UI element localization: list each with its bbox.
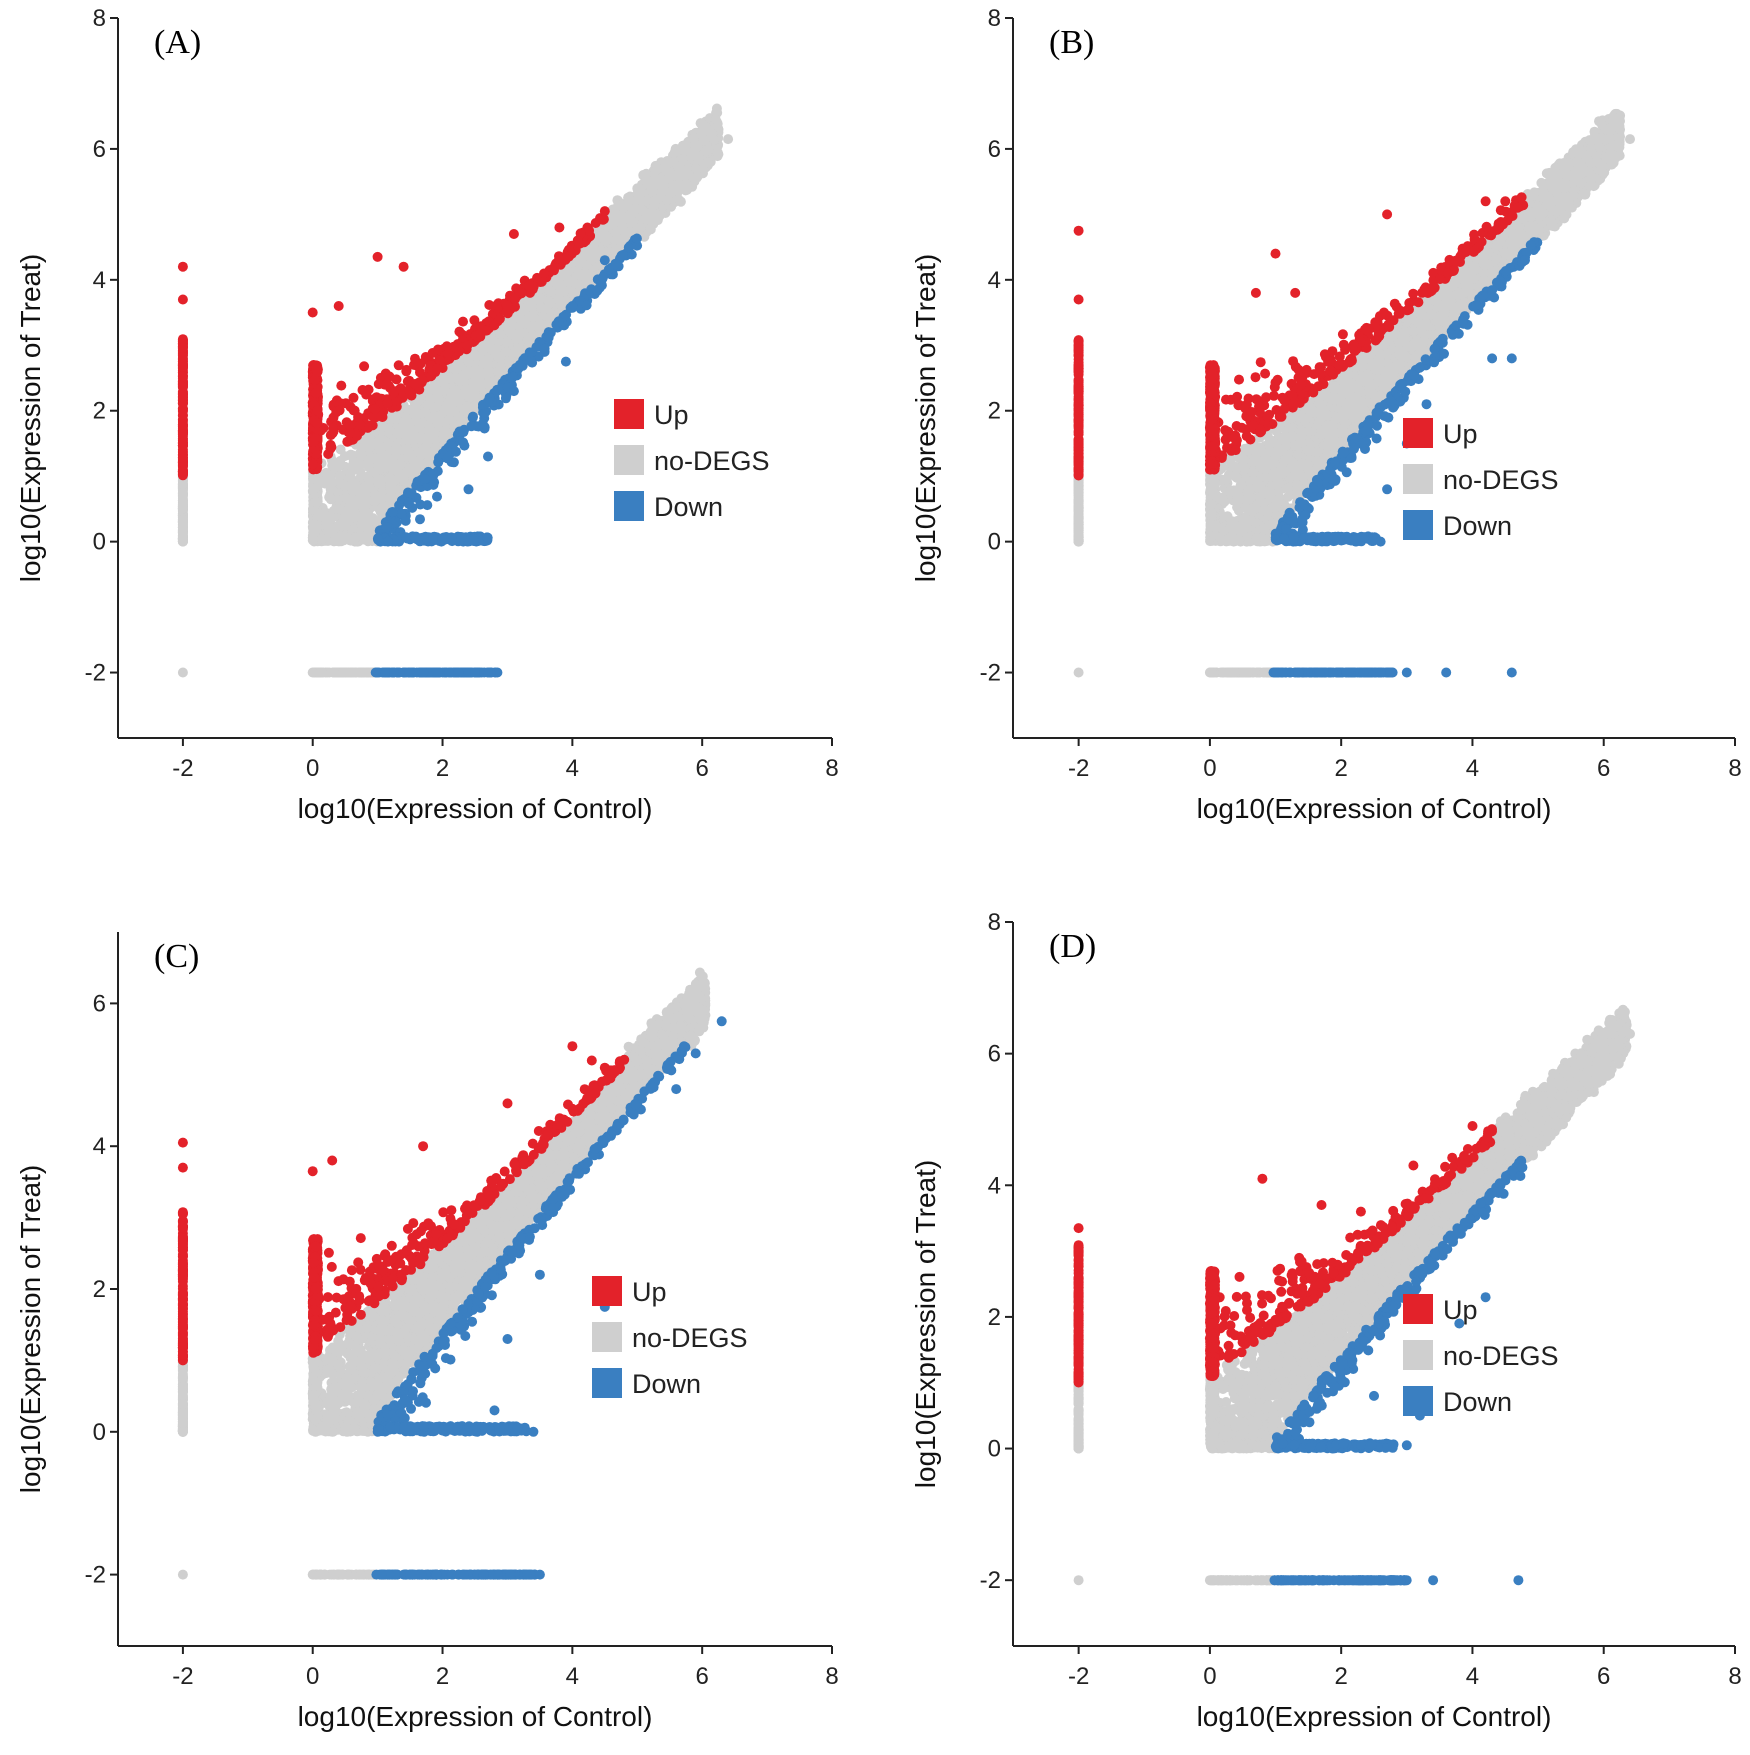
point-none <box>635 222 646 233</box>
point-none <box>591 246 602 257</box>
chart-panel-a: -2 0 2 4 6 8 -2 0 2 4 6 8 log10(Expression of Contro… <box>0 0 875 860</box>
point-none <box>361 518 372 529</box>
point-none <box>333 520 344 531</box>
point-none <box>484 365 495 376</box>
point-none <box>438 385 449 396</box>
point-none <box>473 366 484 377</box>
point-none <box>410 462 421 473</box>
point-none <box>617 224 628 235</box>
point-none <box>404 419 415 430</box>
point-none <box>394 429 405 440</box>
point-none <box>325 514 336 524</box>
point-none <box>501 346 512 357</box>
point-none <box>325 494 336 505</box>
point-none <box>647 186 658 197</box>
point-none <box>688 147 699 158</box>
point-none <box>323 477 333 488</box>
point-none <box>377 421 388 432</box>
point-none <box>394 458 405 469</box>
point-none <box>454 376 465 387</box>
point-none <box>555 299 566 310</box>
point-none <box>640 175 651 186</box>
point-none <box>309 483 320 494</box>
point-none <box>483 353 494 364</box>
point-none <box>428 433 439 444</box>
point-none <box>490 344 501 355</box>
point-none <box>546 286 557 297</box>
point-none <box>528 312 539 323</box>
point-none <box>353 486 364 496</box>
point-none <box>474 375 485 385</box>
point-none <box>705 127 716 138</box>
point-none <box>535 302 546 313</box>
point-none <box>376 475 387 486</box>
point-none <box>366 438 377 449</box>
point-none <box>522 334 533 345</box>
point-none <box>464 392 475 403</box>
point-none <box>403 435 414 446</box>
point-none <box>388 476 399 487</box>
point-none <box>710 114 721 125</box>
point-none <box>495 329 506 340</box>
point-none <box>446 402 457 413</box>
point-none <box>702 157 713 168</box>
point-none <box>341 492 352 503</box>
point-none <box>345 472 356 483</box>
point-none <box>377 492 387 503</box>
point-none <box>444 414 455 425</box>
point-none <box>524 301 535 311</box>
point-none <box>646 206 657 217</box>
point-none <box>353 498 363 508</box>
point-none <box>420 406 431 417</box>
point-none <box>505 326 516 337</box>
point-none <box>391 443 402 454</box>
point-none <box>613 235 624 245</box>
point-none <box>545 298 556 309</box>
point-none <box>638 206 649 216</box>
point-none <box>335 444 346 455</box>
data-points <box>177 103 734 678</box>
point-none <box>656 188 666 198</box>
point-none <box>407 405 418 416</box>
point-none <box>414 422 425 433</box>
point-none <box>564 277 574 288</box>
point-none <box>672 180 683 191</box>
point-none <box>669 147 680 158</box>
point-none <box>446 373 457 384</box>
point-none <box>675 166 685 177</box>
point-none <box>311 497 322 508</box>
point-none <box>645 224 656 235</box>
point-none <box>544 312 555 323</box>
point-none <box>701 146 711 157</box>
point-none <box>364 482 375 492</box>
point-none <box>495 361 506 372</box>
point-none <box>621 200 632 211</box>
point-none <box>711 103 722 114</box>
point-none <box>554 279 565 290</box>
point-none <box>321 467 332 478</box>
point-none <box>354 458 365 469</box>
point-none <box>333 460 344 471</box>
point-none <box>344 502 355 513</box>
point-none <box>678 154 688 165</box>
point-none <box>580 268 591 279</box>
point-none <box>712 147 723 158</box>
point-none <box>463 357 474 368</box>
point-none <box>339 481 350 492</box>
point-none <box>439 425 450 436</box>
point-none <box>461 401 472 412</box>
point-none <box>375 452 386 463</box>
point-none <box>416 449 427 460</box>
point-none <box>652 164 663 175</box>
